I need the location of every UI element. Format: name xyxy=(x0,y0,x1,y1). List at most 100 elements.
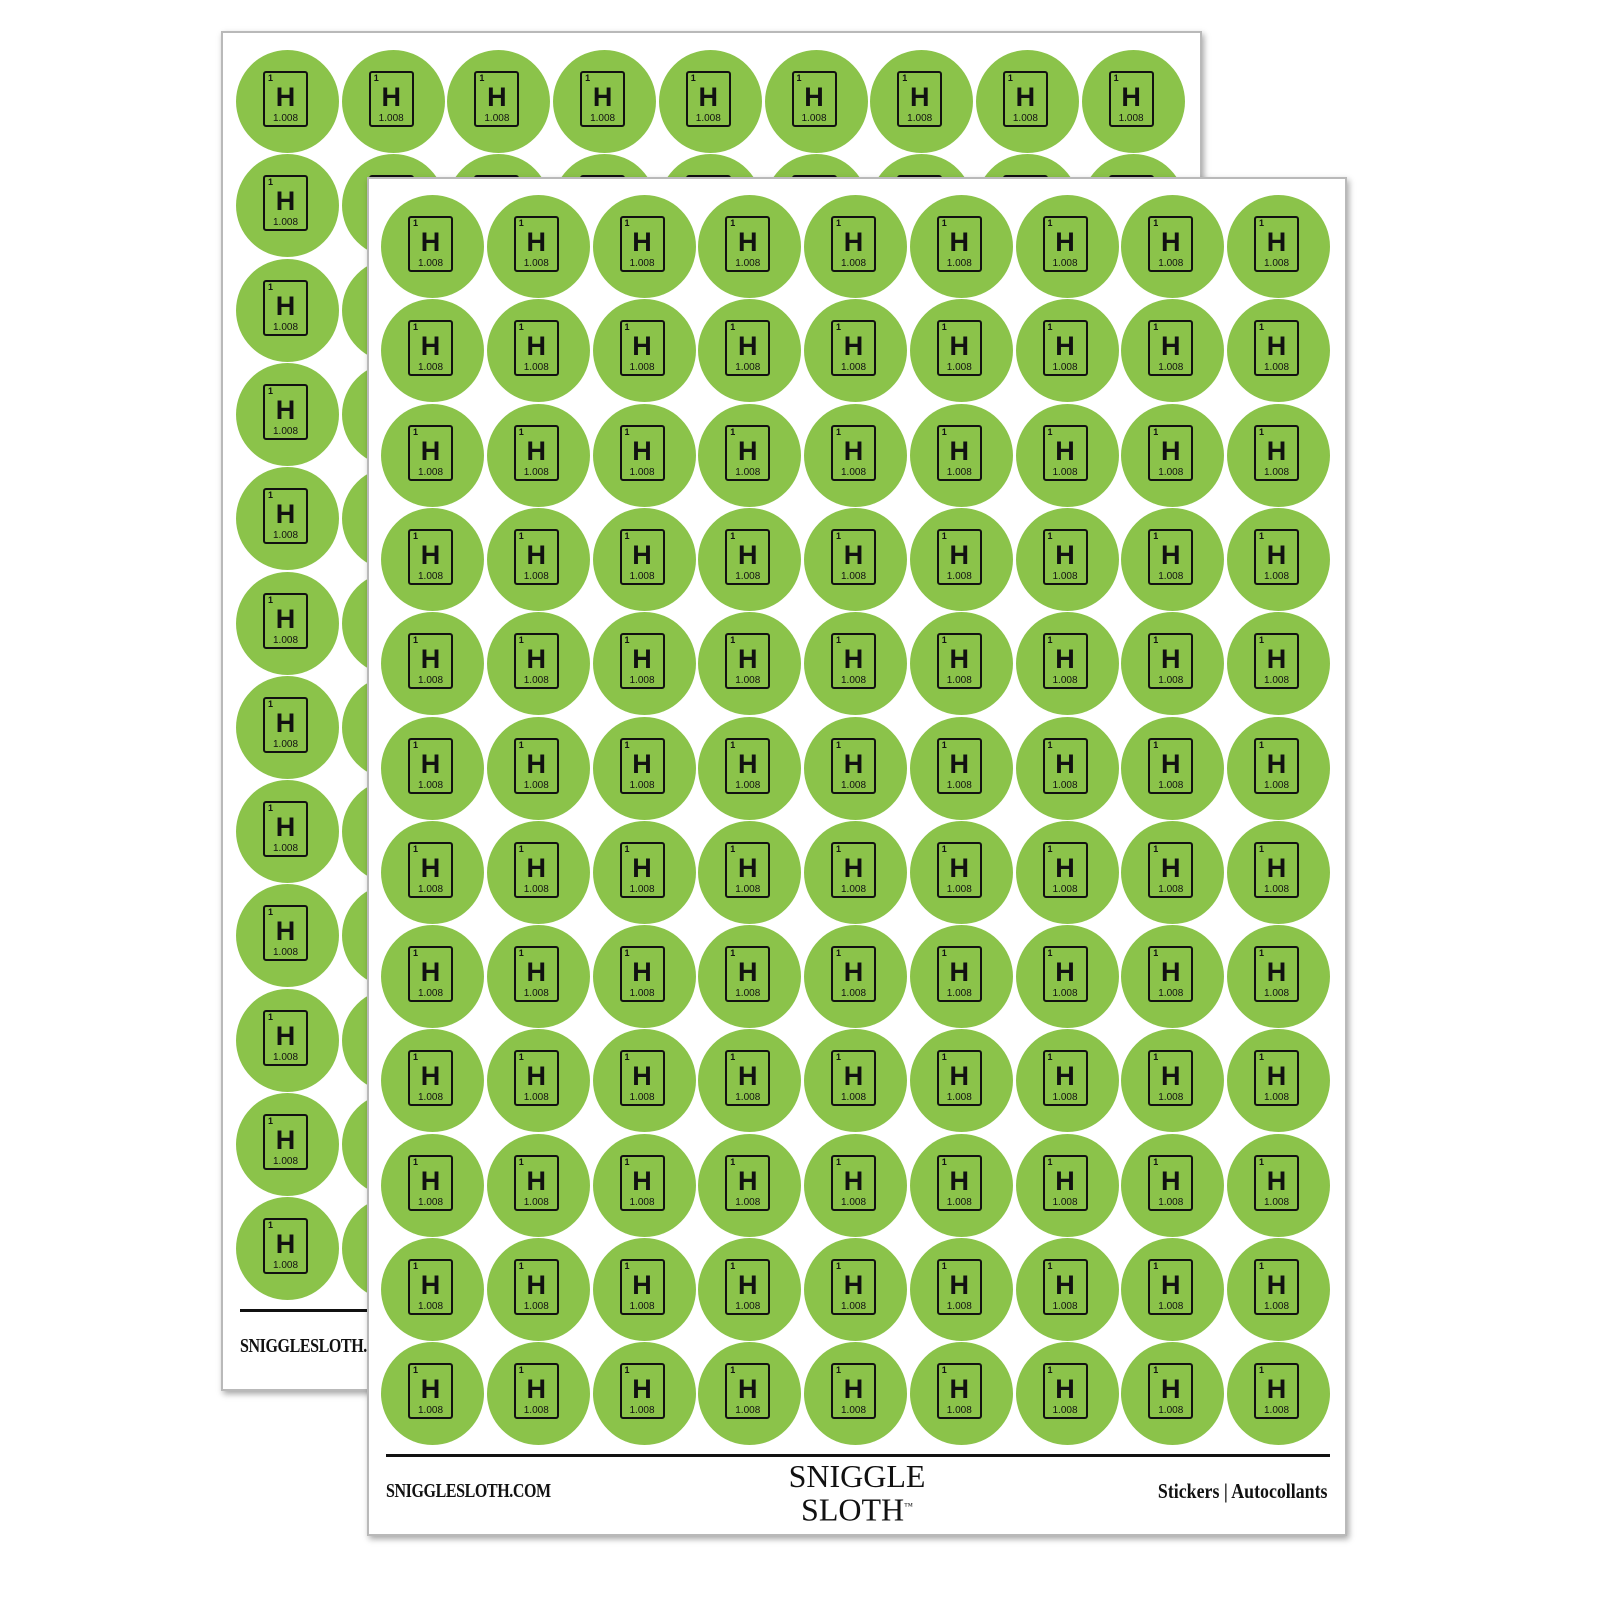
atomic-number: 1 xyxy=(730,635,736,646)
element-symbol: H xyxy=(949,1270,970,1300)
atomic-mass: 1.008 xyxy=(523,883,549,895)
atomic-number: 1 xyxy=(624,635,630,646)
atomic-mass: 1.008 xyxy=(1263,570,1290,582)
atomic-number: 1 xyxy=(1153,1365,1159,1376)
atomic-number: 1 xyxy=(518,948,524,959)
atomic-mass: 1.008 xyxy=(1263,362,1290,374)
atomic-mass: 1.008 xyxy=(272,1260,299,1272)
atomic-mass: 1.008 xyxy=(735,1092,761,1104)
element-symbol: H xyxy=(275,1125,296,1155)
atomic-number: 1 xyxy=(518,1261,524,1271)
atomic-mass: 1.008 xyxy=(1052,988,1078,1000)
atomic-mass: 1.008 xyxy=(629,1092,655,1104)
atomic-number: 1 xyxy=(1259,635,1265,646)
atomic-mass: 1.008 xyxy=(523,570,549,582)
atomic-number: 1 xyxy=(518,739,524,750)
element-symbol: H xyxy=(1055,331,1075,362)
element-symbol: H xyxy=(738,1270,758,1300)
element-symbol: H xyxy=(420,435,441,466)
atomic-mass: 1.008 xyxy=(1263,1196,1290,1208)
element-symbol: H xyxy=(843,748,864,779)
element-symbol: H xyxy=(1121,82,1141,112)
element-symbol: H xyxy=(949,644,970,675)
element-symbol: H xyxy=(1266,644,1287,675)
atomic-number: 1 xyxy=(413,1261,419,1271)
atomic-mass: 1.008 xyxy=(1052,1405,1078,1417)
atomic-number: 1 xyxy=(836,426,842,437)
atomic-number: 1 xyxy=(796,73,802,83)
atomic-number: 1 xyxy=(268,385,274,396)
element-symbol: H xyxy=(275,707,296,738)
atomic-mass: 1.008 xyxy=(629,675,655,687)
atomic-mass: 1.008 xyxy=(1158,362,1184,374)
element-symbol: H xyxy=(420,331,441,362)
atomic-number: 1 xyxy=(624,843,630,854)
atomic-mass: 1.008 xyxy=(1052,1092,1078,1104)
element-symbol: H xyxy=(1055,1374,1075,1405)
element-symbol: H xyxy=(1266,539,1287,570)
atomic-mass: 1.008 xyxy=(1263,1405,1290,1417)
atomic-number: 1 xyxy=(1259,1156,1265,1167)
atomic-number: 1 xyxy=(836,322,842,333)
atomic-mass: 1.008 xyxy=(417,570,444,582)
element-symbol: H xyxy=(1161,748,1181,779)
atomic-mass: 1.008 xyxy=(523,988,549,1000)
atomic-number: 1 xyxy=(1153,1156,1159,1167)
element-symbol: H xyxy=(1055,1270,1075,1300)
atomic-number: 1 xyxy=(624,1261,630,1271)
atomic-number: 1 xyxy=(836,739,842,750)
element-symbol: H xyxy=(738,331,758,362)
atomic-mass: 1.008 xyxy=(417,883,444,895)
atomic-number: 1 xyxy=(624,218,630,228)
atomic-number: 1 xyxy=(518,322,524,333)
atomic-mass: 1.008 xyxy=(946,258,972,269)
element-symbol: H xyxy=(592,82,613,112)
